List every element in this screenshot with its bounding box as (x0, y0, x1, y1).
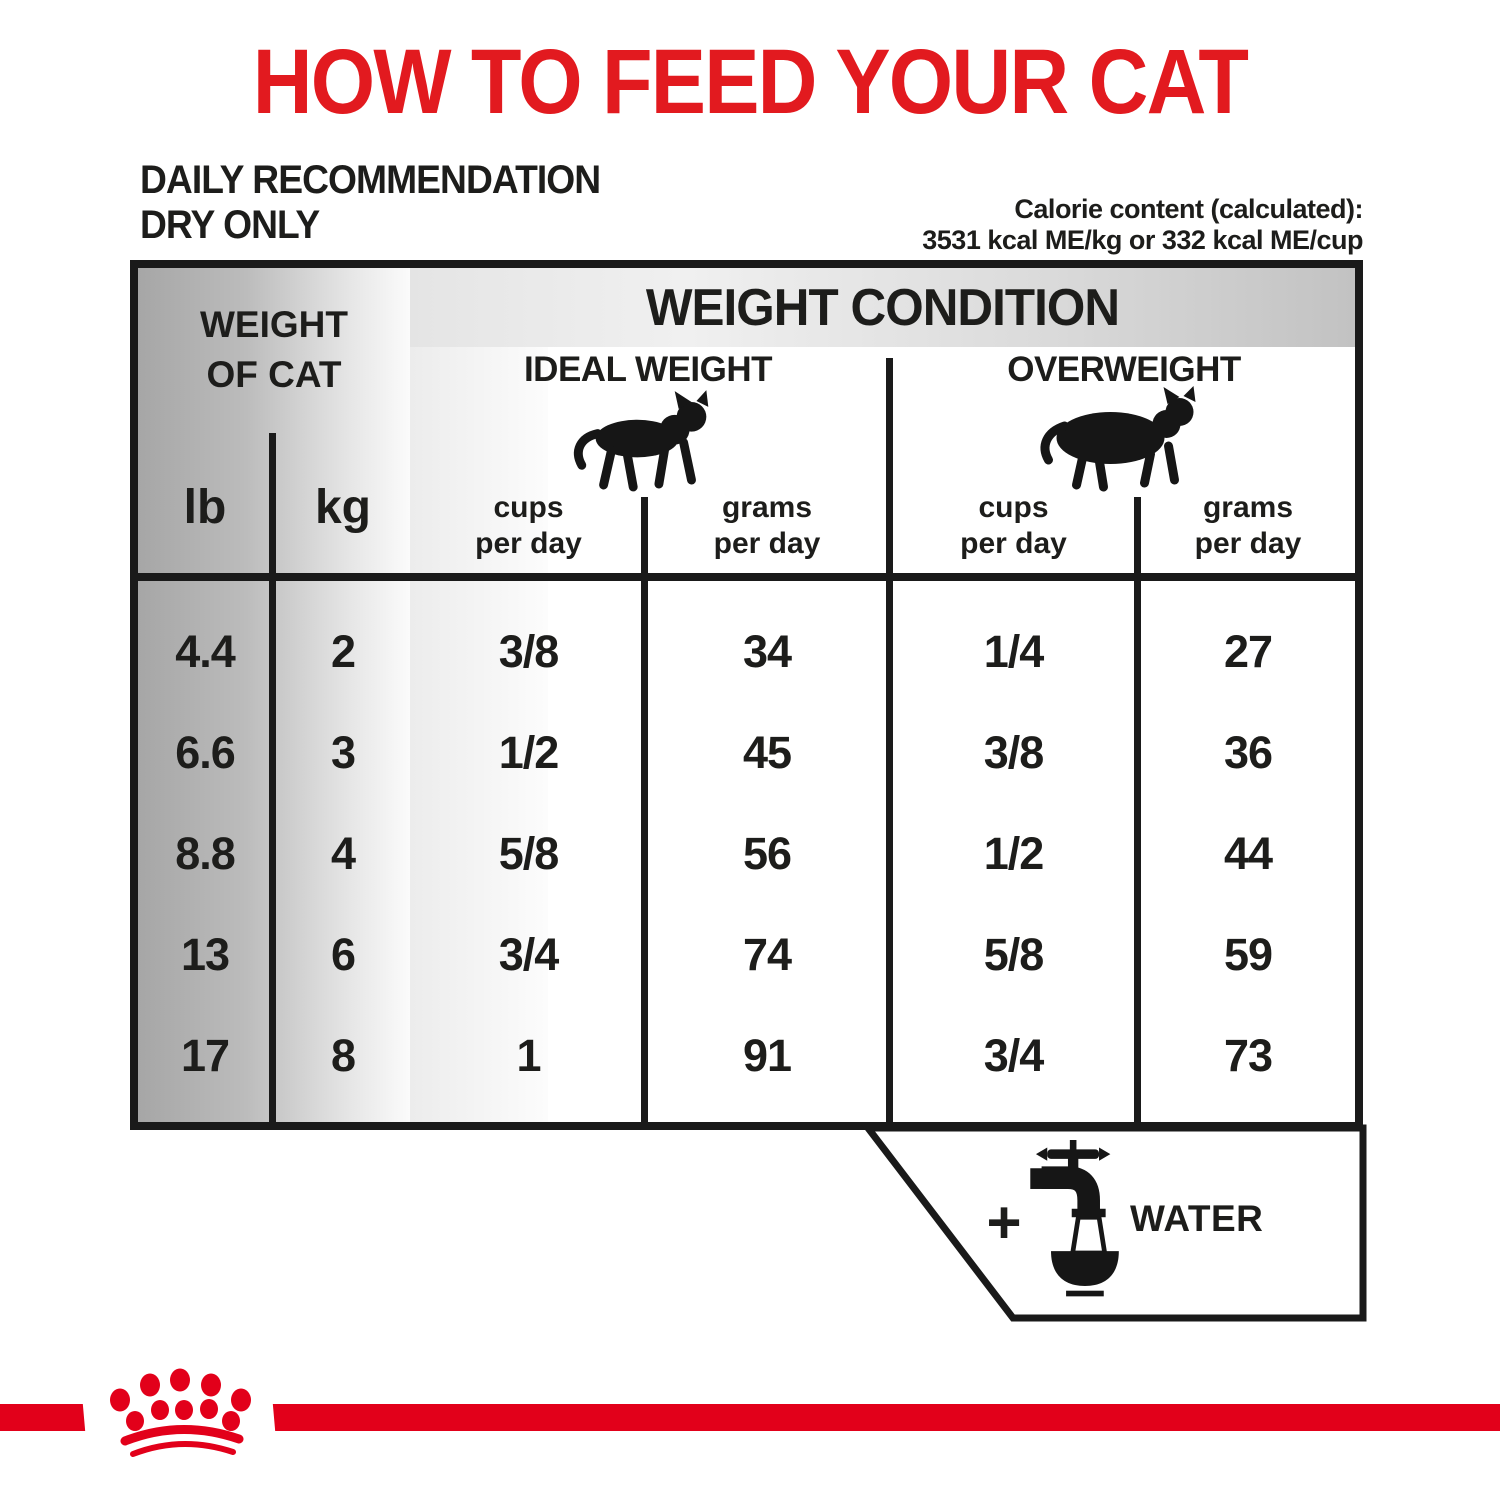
weight-of-cat-header: WEIGHT OF CAT (138, 300, 410, 400)
calorie-line2: 3531 kcal ME/kg or 332 kcal ME/cup (922, 225, 1363, 255)
weight-of-cat-line2: OF CAT (206, 354, 342, 395)
recommendation-line2: DRY ONLY (140, 203, 320, 247)
weight-lb-value: 17 (180, 1030, 230, 1081)
overweight-cups-header: cups per day (893, 490, 1134, 562)
weight-condition-header: WEIGHT CONDITION (645, 279, 1120, 337)
ideal-grams-value: 45 (742, 727, 792, 778)
weight-lb-value: 8.8 (175, 828, 236, 879)
feeding-table: WEIGHT CONDITION WEIGHT OF CAT IDEAL WEI… (130, 260, 1363, 1130)
grams-label: grams (721, 491, 813, 524)
kg-column-gradient (410, 347, 548, 1122)
table-row: 6.6 3 1/2 45 3/8 36 (138, 703, 1355, 803)
recommendation-heading: DAILY RECOMMENDATION DRY ONLY (140, 158, 601, 248)
over-grams-value: 27 (1223, 626, 1273, 677)
grams-label: grams (1202, 491, 1294, 524)
ideal-grams-value: 56 (742, 828, 792, 879)
ideal-cups-value: 3/8 (498, 626, 560, 677)
over-grams-value: 44 (1223, 828, 1273, 879)
weight-kg-value: 8 (330, 1030, 356, 1081)
page-title: HOW TO FEED YOUR CAT (252, 31, 1249, 133)
weight-kg-value: 2 (330, 626, 356, 677)
over-grams-value: 73 (1223, 1030, 1273, 1081)
ideal-weight-label: IDEAL WEIGHT (523, 350, 773, 389)
header-underline (138, 573, 1355, 581)
calorie-line1: Calorie content (calculated): (1014, 194, 1363, 224)
weight-lb-value: 4.4 (175, 626, 236, 677)
cups-label: cups (978, 491, 1049, 524)
per-day-label: per day (960, 527, 1067, 560)
over-grams-value: 36 (1223, 727, 1273, 778)
weight-kg-value: 4 (330, 828, 356, 879)
over-cups-value: 3/4 (983, 1030, 1045, 1081)
divider-lb-kg (269, 433, 276, 1122)
overweight-grams-header: grams per day (1141, 490, 1355, 562)
table-row: 4.4 2 3/8 34 1/4 27 (138, 602, 1355, 702)
divider-ideal-overweight (886, 358, 893, 1122)
ideal-grams-value: 34 (742, 626, 792, 677)
cat-overweight-icon (1040, 386, 1196, 492)
divider-ideal-cups-grams (641, 497, 648, 1122)
over-cups-value: 3/8 (983, 727, 1045, 778)
weight-of-cat-line1: WEIGHT (200, 304, 348, 345)
ideal-grams-value: 74 (742, 929, 792, 980)
water-label: WATER (1130, 1198, 1264, 1239)
weight-lb-value: 6.6 (175, 727, 236, 778)
divider-over-cups-grams (1134, 497, 1141, 1122)
ideal-grams-header: grams per day (648, 490, 886, 562)
per-day-label: per day (475, 527, 582, 560)
weight-lb-value: 13 (180, 929, 230, 980)
kg-header: kg (314, 481, 371, 534)
over-cups-value: 1/2 (983, 828, 1045, 879)
overweight-label: OVERWEIGHT (1007, 350, 1241, 389)
cat-ideal-weight-icon (574, 390, 709, 492)
lb-header: lb (183, 481, 227, 534)
water-faucet-bowl-icon (1030, 1140, 1119, 1297)
over-cups-value: 5/8 (983, 929, 1045, 980)
ideal-cups-value: 1 (516, 1030, 541, 1081)
weight-kg-value: 6 (330, 929, 356, 980)
per-day-label: per day (713, 527, 821, 560)
calorie-content: Calorie content (calculated): 3531 kcal … (922, 194, 1363, 256)
table-row: 17 8 1 91 3/4 73 (138, 1006, 1355, 1106)
ideal-grams-value: 91 (742, 1030, 792, 1081)
over-grams-value: 59 (1223, 929, 1273, 980)
over-cups-value: 1/4 (983, 626, 1045, 677)
recommendation-line1: DAILY RECOMMENDATION (140, 158, 601, 202)
ideal-cups-header: cups per day (416, 490, 641, 562)
table-row: 8.8 4 5/8 56 1/2 44 (138, 804, 1355, 904)
water-callout (860, 1124, 1367, 1322)
per-day-label: per day (1194, 527, 1302, 560)
plus-sign: + (986, 1189, 1022, 1256)
ideal-cups-value: 5/8 (498, 828, 560, 879)
cups-label: cups (493, 491, 564, 524)
royal-canin-crown-icon (110, 1368, 251, 1457)
ideal-cups-value: 3/4 (498, 929, 560, 980)
ideal-cups-value: 1/2 (498, 727, 560, 778)
table-row: 13 6 3/4 74 5/8 59 (138, 905, 1355, 1005)
weight-kg-value: 3 (330, 727, 356, 778)
